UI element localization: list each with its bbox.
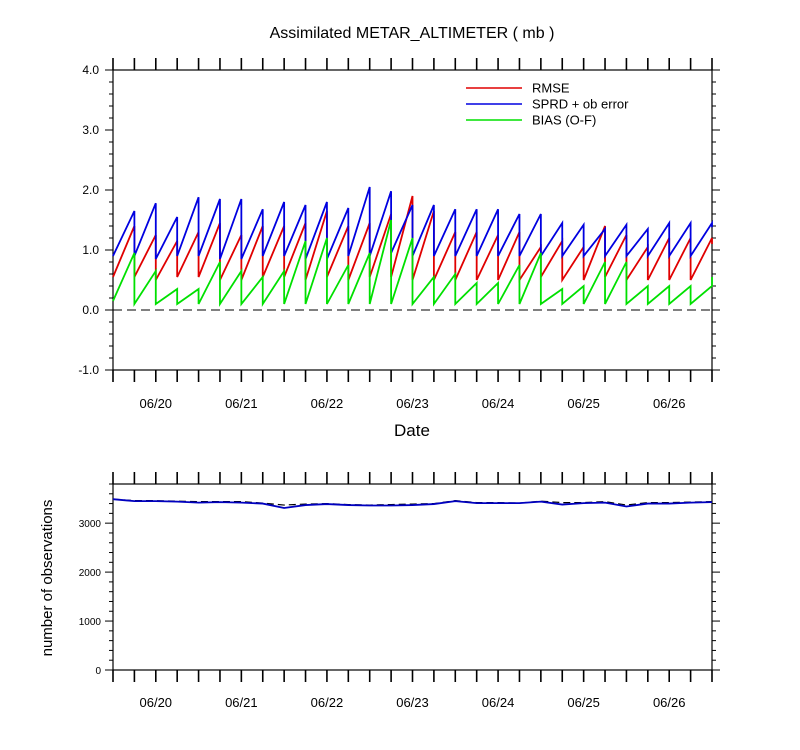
x-tick-label: 06/23	[396, 396, 429, 411]
observation-count-chart: 0 1000 2000 3000 06/20 06/21 06/22 06/23 06/24 06…	[79, 472, 720, 710]
x-tick-label: 06/26	[653, 695, 686, 710]
x-tick-label: 06/22	[311, 396, 344, 411]
observations-assimilated-line	[112, 498, 713, 509]
y-axis-label-observations: number of observations	[39, 500, 56, 657]
x-tick-label: 06/23	[396, 695, 429, 710]
x-tick-label: 06/24	[482, 695, 515, 710]
y-tick-label: 1.0	[82, 243, 99, 257]
x-tick-label: 06/20	[140, 396, 173, 411]
x-tick-label: 06/20	[140, 695, 173, 710]
series-line-bias-o-f	[112, 219, 713, 308]
legend-entry-label: BIAS (O-F)	[532, 113, 596, 128]
x-tick-label: 06/21	[225, 695, 258, 710]
y-tick-label: 0	[95, 666, 101, 677]
plot-frame	[112, 483, 713, 671]
legend-entry-label: RMSE	[532, 81, 570, 96]
y-tick-label: 0.0	[82, 303, 99, 317]
y-tick-label: 1000	[79, 617, 102, 628]
y-tick-label: 4.0	[82, 63, 99, 77]
legend-entry-label: SPRD + ob error	[532, 97, 629, 112]
error-stats-chart: -1.0 0.0 1.0 2.0 3.0 4.0 06/20 06/21 06/22 06/23 0…	[78, 58, 720, 411]
x-tick-label: 06/22	[311, 695, 344, 710]
y-tick-label: 2.0	[82, 183, 99, 197]
x-tick-label: 06/24	[482, 396, 515, 411]
y-tick-label: 3.0	[82, 123, 99, 137]
x-tick-label: 06/21	[225, 396, 258, 411]
chart-title: Assimilated METAR_ALTIMETER ( mb )	[270, 25, 555, 42]
x-tick-label: 06/26	[653, 396, 686, 411]
y-tick-label: -1.0	[78, 363, 99, 377]
y-tick-label: 2000	[79, 568, 102, 579]
x-axis-label: Date	[394, 421, 430, 440]
x-tick-label: 06/25	[567, 695, 600, 710]
y-tick-label: 3000	[79, 519, 102, 530]
x-tick-label: 06/25	[567, 396, 600, 411]
